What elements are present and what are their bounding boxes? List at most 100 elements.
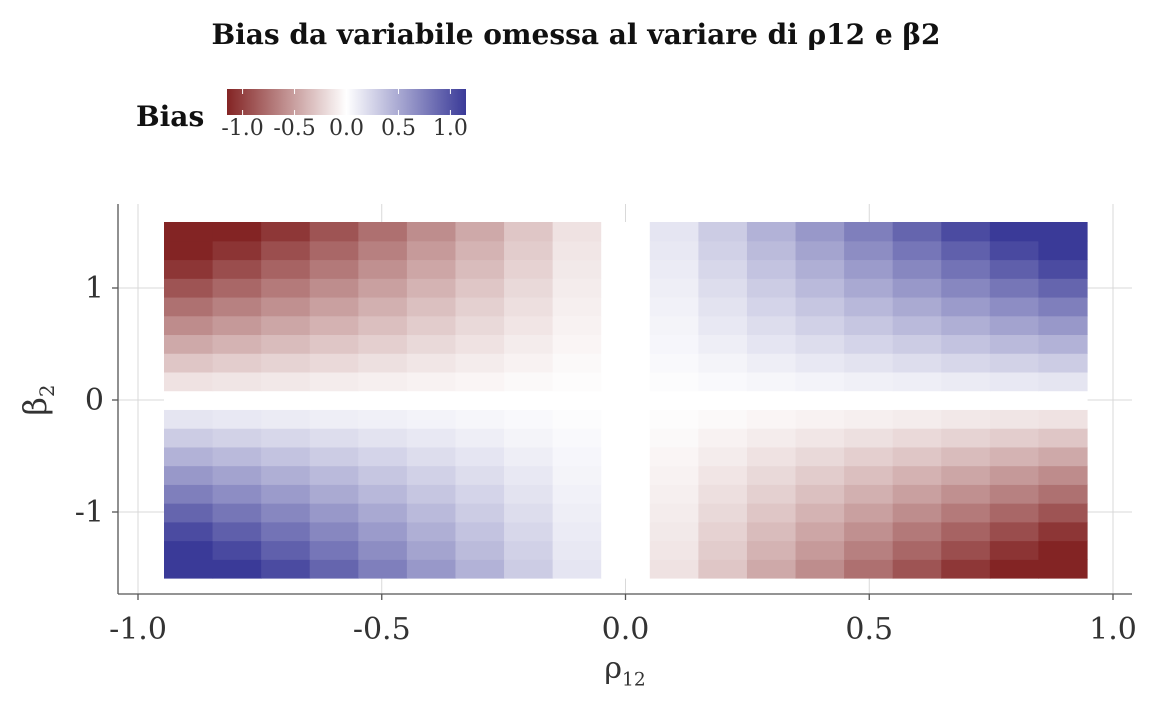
heatmap-cell bbox=[989, 259, 1040, 279]
heatmap-cell bbox=[1038, 371, 1088, 392]
heatmap-cell bbox=[358, 428, 408, 448]
heatmap-cell bbox=[1038, 484, 1088, 504]
heatmap-cell bbox=[649, 371, 699, 392]
heatmap-cell bbox=[698, 465, 748, 485]
heatmap-cell bbox=[309, 315, 359, 336]
heatmap-cell bbox=[358, 540, 408, 560]
heatmap-cell bbox=[504, 409, 554, 429]
heatmap-cell bbox=[892, 484, 942, 504]
heatmap-cell bbox=[406, 428, 457, 448]
heatmap-cell bbox=[698, 446, 748, 467]
heatmap-cell bbox=[455, 428, 505, 448]
heatmap-cell bbox=[892, 559, 942, 579]
heatmap-cell bbox=[406, 278, 457, 298]
heatmap-cell bbox=[358, 521, 408, 542]
x-tick-label: 0.0 bbox=[602, 612, 650, 647]
heatmap-cell bbox=[844, 465, 894, 485]
heatmap-cell bbox=[649, 484, 699, 504]
heatmap-cell bbox=[941, 278, 991, 298]
heatmap-cell bbox=[1038, 315, 1088, 336]
heatmap-cell bbox=[601, 521, 651, 542]
heatmap-cell bbox=[406, 240, 457, 261]
heatmap-cell bbox=[309, 353, 359, 373]
heatmap-cell bbox=[552, 240, 602, 261]
heatmap-cell bbox=[601, 428, 651, 448]
heatmap-cell bbox=[212, 353, 262, 373]
heatmap-cell bbox=[455, 334, 505, 354]
heatmap-cell bbox=[746, 371, 797, 392]
heatmap-cell bbox=[406, 259, 457, 279]
heatmap-cell bbox=[164, 540, 214, 560]
heatmap-cell bbox=[455, 540, 505, 560]
heatmap-cell bbox=[892, 465, 942, 485]
heatmap-cell bbox=[406, 371, 457, 392]
heatmap-cell bbox=[941, 353, 991, 373]
heatmap-cell bbox=[989, 296, 1040, 317]
heatmap-cell bbox=[212, 409, 262, 429]
heatmap-cell bbox=[601, 222, 651, 242]
heatmap-cell bbox=[455, 278, 505, 298]
x-axis-title: ρ12 bbox=[604, 651, 645, 691]
heatmap-cell bbox=[989, 428, 1040, 448]
heatmap-cell bbox=[309, 278, 359, 298]
heatmap-cell bbox=[746, 503, 797, 523]
x-tick-label: -1.0 bbox=[109, 612, 167, 647]
heatmap-cell bbox=[212, 334, 262, 354]
heatmap-cell bbox=[844, 428, 894, 448]
heatmap-cell bbox=[212, 559, 262, 579]
heatmap-cell bbox=[406, 222, 457, 242]
heatmap-cell bbox=[164, 390, 214, 410]
heatmap-cell bbox=[455, 296, 505, 317]
heatmap-cell bbox=[358, 559, 408, 579]
heatmap-cell bbox=[795, 484, 845, 504]
heatmap-cell bbox=[1038, 278, 1088, 298]
heatmap-cell bbox=[989, 540, 1040, 560]
heatmap-cell bbox=[795, 353, 845, 373]
heatmap-cell bbox=[941, 334, 991, 354]
heatmap-cell bbox=[698, 390, 748, 410]
heatmap-cell bbox=[844, 484, 894, 504]
heatmap-cell bbox=[358, 259, 408, 279]
heatmap-cell bbox=[795, 503, 845, 523]
heatmap-cell bbox=[1038, 296, 1088, 317]
heatmap-cell bbox=[212, 315, 262, 336]
heatmap-cell bbox=[844, 540, 894, 560]
heatmap-cell bbox=[406, 503, 457, 523]
heatmap-cell bbox=[698, 521, 748, 542]
heatmap-cell bbox=[406, 390, 457, 410]
heatmap-cell bbox=[795, 334, 845, 354]
heatmap-cell bbox=[989, 278, 1040, 298]
heatmap-cell bbox=[1038, 428, 1088, 448]
heatmap-cell bbox=[795, 259, 845, 279]
heatmap-cell bbox=[552, 484, 602, 504]
heatmap-cell bbox=[309, 409, 359, 429]
heatmap-cell bbox=[164, 222, 214, 242]
heatmap-cell bbox=[455, 222, 505, 242]
heatmap-cell bbox=[1038, 259, 1088, 279]
heatmap-cell bbox=[844, 503, 894, 523]
heatmap-cell bbox=[455, 390, 505, 410]
heatmap-cell bbox=[989, 465, 1040, 485]
heatmap-cell bbox=[504, 503, 554, 523]
y-axis-title: β2 bbox=[16, 384, 59, 415]
heatmap-cell bbox=[309, 465, 359, 485]
heatmap-cell bbox=[698, 296, 748, 317]
heatmap-cell bbox=[164, 296, 214, 317]
y-tick-label: 1 bbox=[85, 271, 104, 306]
heatmap-cell bbox=[164, 503, 214, 523]
heatmap-cell bbox=[406, 334, 457, 354]
heatmap-cell bbox=[504, 540, 554, 560]
heatmap-cell bbox=[1038, 503, 1088, 523]
heatmap-cell bbox=[455, 503, 505, 523]
heatmap-cell bbox=[649, 390, 699, 410]
heatmap-cell bbox=[212, 278, 262, 298]
heatmap-cell bbox=[601, 315, 651, 336]
heatmap-cell bbox=[406, 409, 457, 429]
heatmap-cell bbox=[941, 371, 991, 392]
heatmap-cell bbox=[892, 503, 942, 523]
heatmap-cell bbox=[552, 222, 602, 242]
heatmap-cell bbox=[212, 296, 262, 317]
x-tick-label: 0.5 bbox=[845, 612, 893, 647]
heatmap-cell bbox=[649, 334, 699, 354]
heatmap-cell bbox=[892, 222, 942, 242]
